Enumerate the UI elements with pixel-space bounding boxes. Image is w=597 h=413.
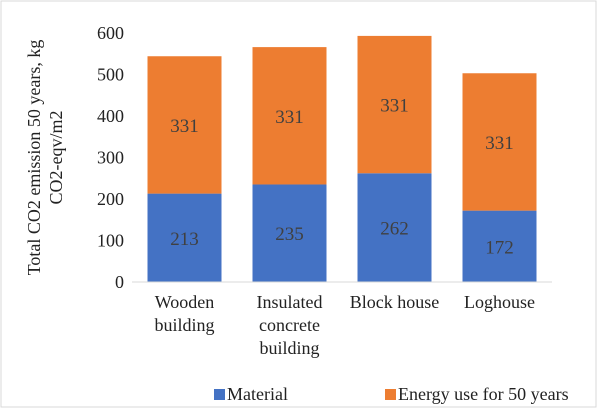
y-axis-ticks: 0 100 200 300 400 500 600	[97, 23, 124, 292]
x-category-label: Loghouse	[464, 292, 535, 312]
data-label: 331	[485, 133, 514, 154]
y-tick-label: 500	[97, 65, 124, 85]
x-category-label: Wooden	[155, 292, 215, 312]
x-category-label: building	[259, 338, 319, 358]
y-axis-label: Total CO2 emission 50 years, kg CO2-eqv/m…	[24, 40, 66, 276]
y-tick-label: 300	[97, 148, 124, 168]
y-axis-label-line: Total CO2 emission 50 years, kg	[24, 40, 44, 276]
y-tick-label: 0	[115, 272, 124, 292]
bar-energy	[147, 56, 222, 194]
bar-material	[147, 193, 222, 282]
data-label: 331	[380, 96, 409, 117]
legend-swatch	[385, 389, 396, 400]
bar-energy	[357, 35, 432, 174]
y-axis-label-line: CO2-eqv/m2	[46, 111, 66, 205]
x-axis-categories: Wooden building Insulated concrete building B…	[154, 292, 535, 358]
x-category-label: concrete	[259, 315, 320, 335]
data-label: 172	[485, 237, 514, 258]
y-tick-label: 100	[97, 231, 124, 251]
bar-energy	[462, 73, 537, 211]
x-category-label: building	[154, 315, 214, 335]
y-tick-label: 400	[97, 106, 124, 126]
legend: Material Energy use for 50 years	[214, 384, 569, 404]
x-category-label: Block house	[350, 292, 440, 312]
bar-material	[252, 184, 327, 282]
legend-label: Energy use for 50 years	[398, 384, 569, 404]
bar-energy	[252, 47, 327, 185]
y-tick-label: 600	[97, 23, 124, 43]
data-label: 213	[170, 229, 199, 250]
bar-material	[462, 210, 537, 282]
data-label: 331	[275, 107, 304, 128]
data-label: 235	[275, 224, 304, 245]
bar-material	[357, 173, 432, 282]
legend-swatch	[214, 389, 225, 400]
data-label: 331	[170, 116, 199, 137]
bars: 213 331 235 331 262 331 172 331	[147, 35, 537, 282]
x-category-label: Insulated	[257, 292, 323, 312]
y-tick-label: 200	[97, 189, 124, 209]
data-label: 262	[380, 219, 409, 240]
legend-label: Material	[227, 384, 288, 404]
